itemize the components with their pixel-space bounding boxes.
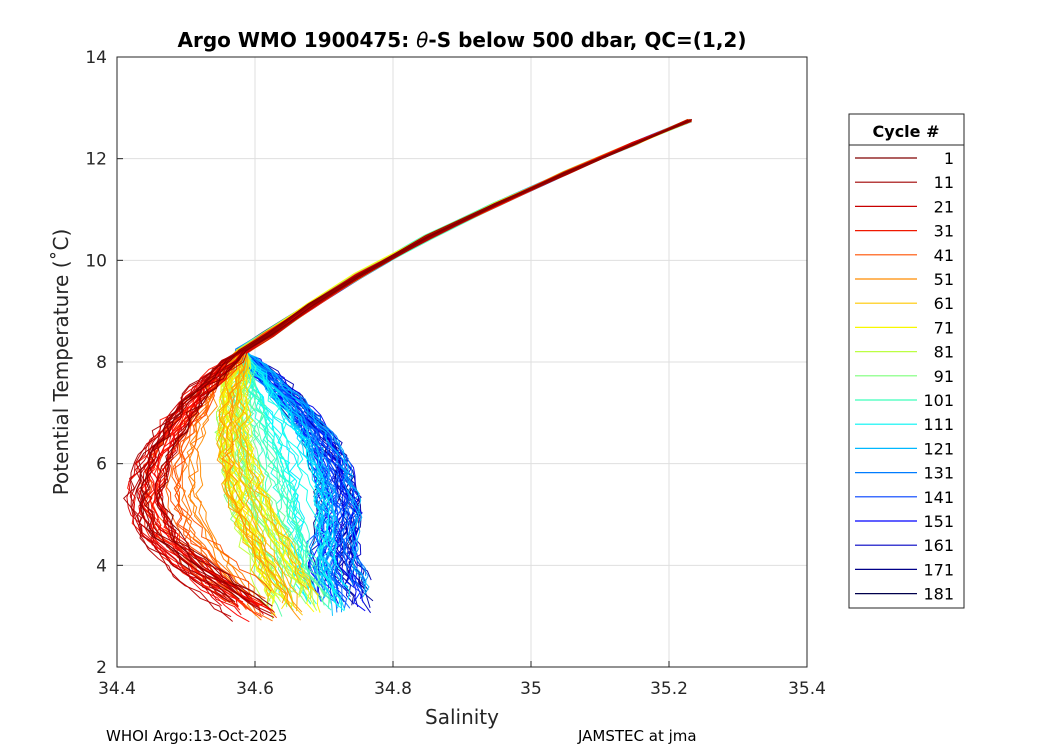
chart-title: Argo WMO 1900475: θ-S below 500 dbar, QC… <box>178 28 747 52</box>
legend-label: 31 <box>934 222 954 241</box>
legend-items: 1112131415161718191101111121131141151161… <box>855 149 954 604</box>
legend-label: 101 <box>923 391 954 410</box>
legend-label: 161 <box>923 536 954 555</box>
x-tick-label: 35 <box>520 679 542 699</box>
legend-label: 151 <box>923 512 954 531</box>
x-tick-label: 35.2 <box>650 679 688 699</box>
legend: Cycle # 11121314151617181911011111211311… <box>848 113 965 609</box>
legend-label: 181 <box>923 585 954 604</box>
axis-ticks: 34.4 34.6 34.8 35 35.2 35.4 2 4 6 8 10 12 14 <box>85 48 826 699</box>
x-tick-label: 34.6 <box>236 679 274 699</box>
y-tick-label: 14 <box>85 48 107 68</box>
y-tick-label: 12 <box>85 150 107 170</box>
y-tick-label: 10 <box>85 251 107 271</box>
profile-line <box>139 119 690 600</box>
legend-label: 111 <box>923 415 954 434</box>
legend-label: 171 <box>923 560 954 579</box>
legend-box <box>848 113 965 609</box>
x-tick-label: 34.4 <box>98 679 136 699</box>
data-profiles <box>123 118 693 623</box>
x-tick-label: 34.8 <box>374 679 412 699</box>
y-tick-label: 4 <box>96 556 107 576</box>
legend-label: 121 <box>923 439 954 458</box>
legend-label: 71 <box>934 318 954 337</box>
legend-label: 81 <box>934 343 954 362</box>
footer-right: JAMSTEC at jma <box>578 727 697 745</box>
legend-label: 141 <box>923 488 954 507</box>
x-tick-label: 35.4 <box>788 679 826 699</box>
legend-label: 21 <box>934 197 954 216</box>
legend-label: 91 <box>934 367 954 386</box>
legend-label: 131 <box>923 464 954 483</box>
legend-label: 51 <box>934 270 954 289</box>
x-axis-label: Salinity <box>425 705 499 729</box>
legend-label: 61 <box>934 294 954 313</box>
y-tick-label: 8 <box>96 353 107 373</box>
profile-line <box>123 120 691 603</box>
footer-left: WHOI Argo:13-Oct-2025 <box>106 727 288 745</box>
legend-label: 41 <box>934 246 954 265</box>
legend-label: 1 <box>944 149 954 168</box>
profile-line <box>156 120 688 607</box>
y-tick-label: 2 <box>96 658 107 678</box>
legend-title: Cycle # <box>873 122 940 141</box>
y-axis-label: Potential Temperature (˚C) <box>49 229 73 496</box>
y-tick-label: 6 <box>96 455 107 475</box>
legend-label: 11 <box>934 173 954 192</box>
